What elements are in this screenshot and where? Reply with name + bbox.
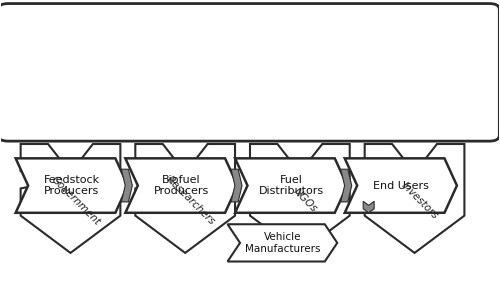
Polygon shape [344, 158, 457, 213]
Polygon shape [20, 144, 120, 253]
Polygon shape [231, 169, 242, 202]
Polygon shape [126, 158, 238, 213]
Text: Feedstock
Producers: Feedstock Producers [44, 175, 100, 196]
Polygon shape [235, 158, 347, 213]
Text: Researchers: Researchers [164, 174, 216, 227]
Polygon shape [228, 224, 338, 262]
Text: NGOs: NGOs [291, 187, 318, 215]
Text: End Users: End Users [373, 181, 429, 191]
Text: Biofuel
Producers: Biofuel Producers [154, 175, 209, 196]
FancyBboxPatch shape [0, 3, 500, 141]
Polygon shape [340, 169, 351, 202]
Text: Government: Government [49, 174, 102, 227]
Text: Investors: Investors [399, 180, 440, 221]
Polygon shape [136, 144, 235, 253]
Polygon shape [16, 158, 128, 213]
Polygon shape [363, 201, 374, 213]
Polygon shape [122, 169, 132, 202]
Polygon shape [364, 144, 464, 253]
Polygon shape [250, 144, 350, 253]
Text: Vehicle
Manufacturers: Vehicle Manufacturers [244, 232, 320, 254]
Text: Fuel
Distributors: Fuel Distributors [258, 175, 324, 196]
